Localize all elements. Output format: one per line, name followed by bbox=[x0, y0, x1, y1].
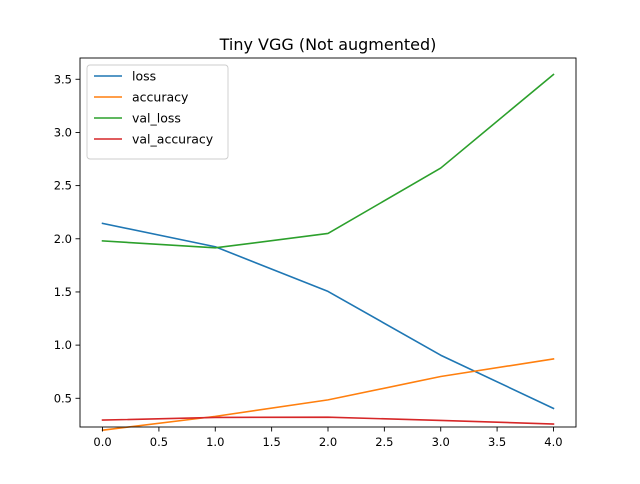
legend-label: loss bbox=[132, 69, 156, 84]
y-tick-label: 0.5 bbox=[54, 391, 72, 405]
x-tick-label: 2.5 bbox=[375, 435, 393, 449]
y-tick-label: 3.0 bbox=[54, 125, 72, 139]
y-tick-label: 2.0 bbox=[54, 232, 72, 246]
y-tick-label: 2.5 bbox=[54, 179, 72, 193]
series-line-accuracy bbox=[101, 358, 555, 432]
plot-area: 0.0 0.5 1.0 1.5 2.0 2.5 3.0 3.5 4.0 0.5 1.0 1.5 2.0 2… bbox=[54, 57, 577, 449]
series-line-val-loss bbox=[101, 73, 555, 249]
x-tick-label: 1.0 bbox=[206, 435, 224, 449]
legend-box bbox=[86, 64, 229, 160]
x-tick-label: 2.0 bbox=[319, 435, 337, 449]
x-tick-label: 0.5 bbox=[150, 435, 168, 449]
x-tick-label: 3.0 bbox=[432, 435, 450, 449]
series-line-val-accuracy bbox=[101, 416, 555, 425]
x-tick-label: 4.0 bbox=[544, 435, 562, 449]
x-tick-label: 3.5 bbox=[488, 435, 506, 449]
x-tick-label: 0.0 bbox=[93, 435, 111, 449]
legend-label: val_loss bbox=[132, 111, 181, 126]
x-tick-label: 1.5 bbox=[262, 435, 280, 449]
y-tick-label: 1.5 bbox=[54, 285, 72, 299]
legend-label: val_accuracy bbox=[132, 132, 214, 147]
chart-title: Tiny VGG (Not augmented) bbox=[219, 35, 437, 54]
legend: loss accuracy val_loss val_accuracy bbox=[86, 64, 229, 160]
y-tick-label: 1.0 bbox=[54, 338, 72, 352]
series-line-loss bbox=[101, 222, 555, 410]
legend-label: accuracy bbox=[132, 90, 189, 105]
y-tick-label: 3.5 bbox=[54, 72, 72, 86]
